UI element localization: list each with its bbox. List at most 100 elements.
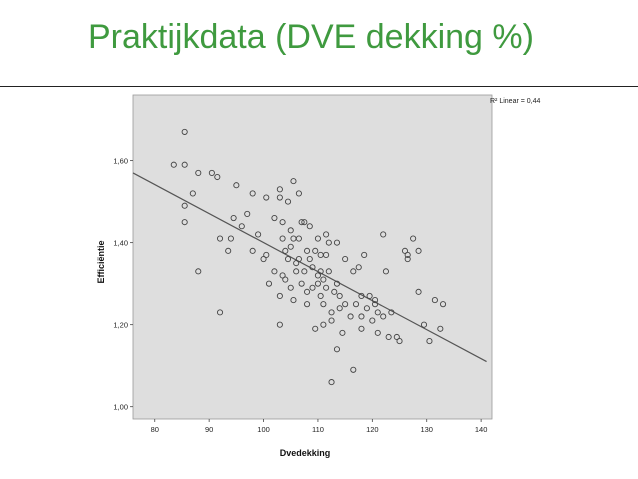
data-point bbox=[290, 178, 297, 185]
data-point bbox=[304, 301, 311, 308]
data-point bbox=[437, 325, 444, 332]
data-point bbox=[374, 309, 381, 316]
x-axis-title: Dvedekking bbox=[280, 448, 331, 458]
data-point bbox=[306, 256, 313, 263]
data-point bbox=[336, 292, 343, 300]
data-point bbox=[331, 288, 338, 295]
data-point bbox=[282, 247, 289, 254]
data-point bbox=[287, 227, 294, 234]
data-point bbox=[301, 219, 308, 226]
data-point bbox=[216, 309, 224, 316]
data-point bbox=[181, 219, 188, 226]
data-point bbox=[385, 333, 392, 341]
data-point bbox=[227, 235, 234, 242]
data-point bbox=[263, 194, 270, 201]
data-point bbox=[276, 194, 283, 201]
data-point bbox=[333, 239, 341, 246]
data-point bbox=[301, 268, 308, 275]
data-point bbox=[314, 272, 321, 279]
data-point bbox=[238, 223, 245, 230]
data-point bbox=[358, 313, 365, 320]
data-point bbox=[401, 247, 409, 254]
data-point bbox=[276, 321, 283, 328]
data-point bbox=[439, 301, 447, 308]
data-point bbox=[333, 346, 341, 353]
data-point bbox=[420, 321, 428, 328]
y-tick-label: 1,00 bbox=[113, 403, 128, 412]
data-point bbox=[347, 313, 354, 320]
data-point bbox=[195, 169, 202, 176]
data-point bbox=[287, 243, 294, 250]
data-point bbox=[249, 247, 256, 254]
data-point bbox=[396, 338, 403, 345]
data-point bbox=[287, 284, 294, 291]
x-tick-label: 120 bbox=[366, 425, 379, 434]
data-point bbox=[304, 288, 311, 295]
data-point bbox=[355, 264, 362, 271]
data-point bbox=[279, 219, 286, 226]
data-point bbox=[293, 268, 300, 275]
data-point bbox=[366, 292, 373, 300]
data-point bbox=[320, 321, 327, 328]
data-point bbox=[314, 235, 321, 242]
data-point bbox=[181, 128, 188, 135]
data-point bbox=[284, 256, 292, 263]
data-point bbox=[372, 301, 379, 308]
data-point bbox=[404, 251, 411, 258]
x-tick-label: 80 bbox=[151, 425, 159, 434]
data-point bbox=[320, 276, 327, 283]
data-point bbox=[333, 280, 341, 287]
data-point bbox=[339, 329, 346, 336]
data-point bbox=[404, 256, 411, 263]
y-tick-label: 1,40 bbox=[113, 239, 128, 248]
data-point bbox=[328, 379, 335, 386]
data-point bbox=[320, 301, 327, 308]
data-point bbox=[388, 309, 395, 316]
data-point bbox=[426, 338, 433, 345]
x-tick-label: 110 bbox=[312, 425, 324, 434]
x-tick-label: 140 bbox=[475, 425, 488, 434]
data-point bbox=[170, 161, 177, 168]
data-point bbox=[372, 297, 379, 304]
data-point bbox=[195, 268, 202, 275]
data-point bbox=[216, 235, 224, 242]
title-divider bbox=[0, 86, 638, 87]
x-tick-label: 90 bbox=[205, 425, 213, 434]
data-point bbox=[323, 284, 330, 291]
data-point bbox=[244, 210, 251, 217]
x-tick-label: 130 bbox=[420, 425, 433, 434]
data-point bbox=[260, 256, 267, 263]
data-point bbox=[415, 288, 422, 295]
data-point bbox=[312, 325, 319, 332]
y-tick-label: 1,20 bbox=[113, 321, 128, 330]
data-point bbox=[350, 366, 357, 373]
data-point bbox=[415, 247, 422, 254]
data-point bbox=[382, 268, 389, 275]
data-point bbox=[325, 239, 332, 246]
data-point bbox=[279, 272, 286, 279]
data-point bbox=[380, 231, 387, 238]
data-point bbox=[189, 190, 196, 197]
data-point bbox=[276, 292, 283, 300]
data-point bbox=[298, 219, 305, 226]
data-point bbox=[325, 268, 332, 275]
data-point bbox=[249, 190, 256, 197]
data-point bbox=[284, 198, 292, 205]
data-point bbox=[306, 223, 313, 230]
data-point bbox=[380, 313, 387, 320]
data-point bbox=[312, 247, 319, 254]
data-point bbox=[358, 325, 365, 332]
data-points-layer bbox=[170, 128, 447, 386]
data-point bbox=[271, 268, 278, 275]
data-point bbox=[298, 280, 305, 287]
axes-layer: 80 90 100 110 120 130 140 1,00 1,20 1,40 1,60 bbox=[113, 157, 487, 434]
data-point bbox=[431, 297, 438, 304]
x-tick-label: 100 bbox=[257, 425, 270, 434]
y-axis-title: Efficiëntie bbox=[96, 240, 106, 283]
data-point bbox=[317, 292, 324, 300]
data-point bbox=[295, 235, 302, 242]
data-point bbox=[295, 190, 302, 197]
data-point bbox=[295, 256, 302, 263]
data-point bbox=[314, 280, 321, 287]
